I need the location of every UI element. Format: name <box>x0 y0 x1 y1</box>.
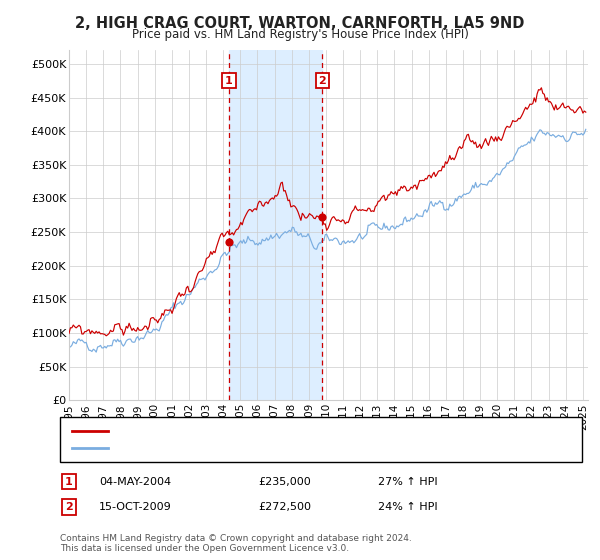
Text: 2, HIGH CRAG COURT, WARTON, CARNFORTH, LA5 9ND: 2, HIGH CRAG COURT, WARTON, CARNFORTH, L… <box>76 16 524 31</box>
Text: 04-MAY-2004: 04-MAY-2004 <box>99 477 171 487</box>
Text: Contains HM Land Registry data © Crown copyright and database right 2024.
This d: Contains HM Land Registry data © Crown c… <box>60 534 412 553</box>
Text: Price paid vs. HM Land Registry's House Price Index (HPI): Price paid vs. HM Land Registry's House … <box>131 28 469 41</box>
Text: HPI: Average price, detached house, Lancaster: HPI: Average price, detached house, Lanc… <box>117 443 361 453</box>
Text: 2, HIGH CRAG COURT, WARTON, CARNFORTH, LA5 9ND (detached house): 2, HIGH CRAG COURT, WARTON, CARNFORTH, L… <box>117 426 498 436</box>
Point <box>224 238 234 247</box>
Point <box>317 212 327 221</box>
Text: 1: 1 <box>65 477 73 487</box>
Text: 15-OCT-2009: 15-OCT-2009 <box>99 502 172 512</box>
Text: 1: 1 <box>225 76 233 86</box>
Text: £272,500: £272,500 <box>258 502 311 512</box>
Text: 2: 2 <box>319 76 326 86</box>
Text: 2: 2 <box>65 502 73 512</box>
Bar <box>229 50 322 400</box>
Text: £235,000: £235,000 <box>258 477 311 487</box>
Text: 27% ↑ HPI: 27% ↑ HPI <box>378 477 437 487</box>
Text: 24% ↑ HPI: 24% ↑ HPI <box>378 502 437 512</box>
